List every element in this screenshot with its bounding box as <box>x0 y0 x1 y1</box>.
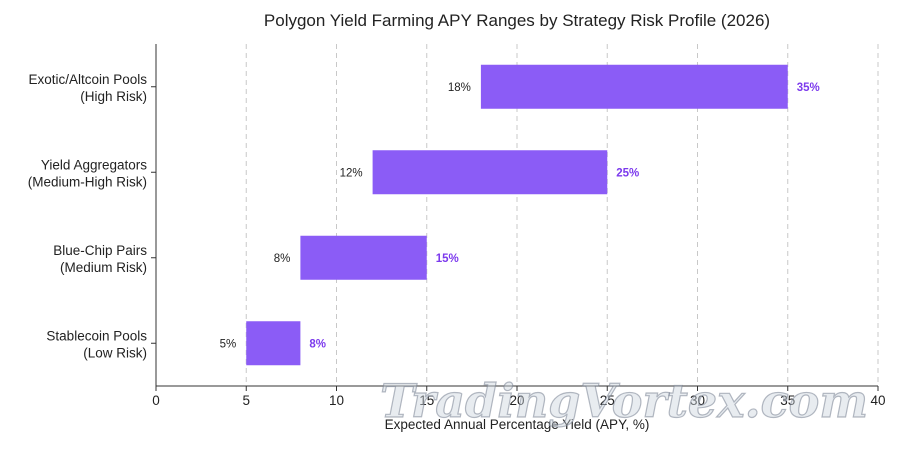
category-label: Stablecoin Pools (Low Risk) <box>46 328 147 360</box>
category-label: Yield Aggregators (Medium-High Risk) <box>28 157 148 189</box>
x-tick-label: 10 <box>329 393 344 408</box>
x-tick-label: 5 <box>242 393 250 408</box>
x-tick-label: 20 <box>509 393 524 408</box>
x-axis-label: Expected Annual Percentage Yield (APY, %… <box>385 417 650 432</box>
high-value-label: 8% <box>309 338 326 350</box>
x-tick-label: 15 <box>419 393 434 408</box>
bars <box>246 64 788 366</box>
category-label: Blue-Chip Pairs (Medium Risk) <box>53 243 147 275</box>
low-value-label: 12% <box>340 167 363 179</box>
x-tick-label: 40 <box>870 393 885 408</box>
low-value-label: 18% <box>448 82 471 94</box>
high-value-label: 25% <box>616 167 639 179</box>
chart-title: Polygon Yield Farming APY Ranges by Stra… <box>264 11 770 30</box>
category-label: Exotic/Altcoin Pools (High Risk) <box>28 72 147 104</box>
high-value-label: 15% <box>436 253 459 265</box>
axes <box>151 44 879 391</box>
range-bar <box>300 235 427 280</box>
high-value-label: 35% <box>797 82 820 94</box>
range-bar <box>246 321 301 366</box>
low-value-label: 5% <box>220 338 237 350</box>
x-tick-label: 35 <box>780 393 795 408</box>
range-bar <box>372 150 608 195</box>
watermark: TradingVortex.com <box>380 374 868 428</box>
labels: 0 5 10 15 20 25 30 35 40 Exotic/Altcoin Pools (Hig… <box>28 72 886 408</box>
low-value-label: 8% <box>274 253 291 265</box>
x-tick-label: 25 <box>600 393 615 408</box>
x-tick-label: 30 <box>690 393 705 408</box>
range-bar <box>480 64 788 109</box>
x-tick-label: 0 <box>152 393 160 408</box>
